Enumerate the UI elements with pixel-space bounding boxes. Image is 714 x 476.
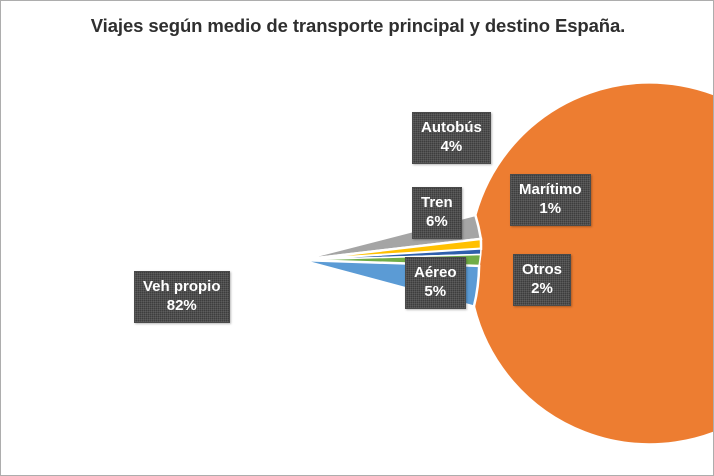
data-label-autobus-value: 4% [440, 138, 463, 155]
data-label-otros: Otros 2% [513, 254, 572, 306]
data-label-maritimo-value: 1% [539, 200, 562, 217]
pie-slices [295, 81, 713, 446]
data-label-veh-propio: Veh propio 82% [134, 271, 230, 323]
data-label-aereo-value: 5% [424, 283, 447, 300]
data-label-tren-name: Tren [421, 194, 453, 211]
data-label-tren: Tren 6% [412, 187, 462, 239]
data-label-aereo-name: Aéreo [414, 264, 457, 281]
data-label-aereo: Aéreo 5% [405, 257, 466, 309]
pie-slice-veh-propio [295, 81, 713, 446]
data-label-autobus: Autobús 4% [412, 112, 491, 164]
data-label-otros-name: Otros [522, 261, 563, 278]
data-label-veh-propio-value: 82% [166, 297, 197, 314]
data-label-maritimo: Marítimo 1% [510, 174, 591, 226]
data-label-tren-value: 6% [426, 213, 448, 230]
data-label-veh-propio-name: Veh propio [143, 278, 221, 295]
data-label-otros-value: 2% [531, 280, 553, 297]
data-label-autobus-name: Autobús [421, 119, 482, 136]
chart-title: Viajes según medio de transporte princip… [90, 15, 626, 36]
data-label-maritimo-name: Marítimo [519, 181, 582, 198]
